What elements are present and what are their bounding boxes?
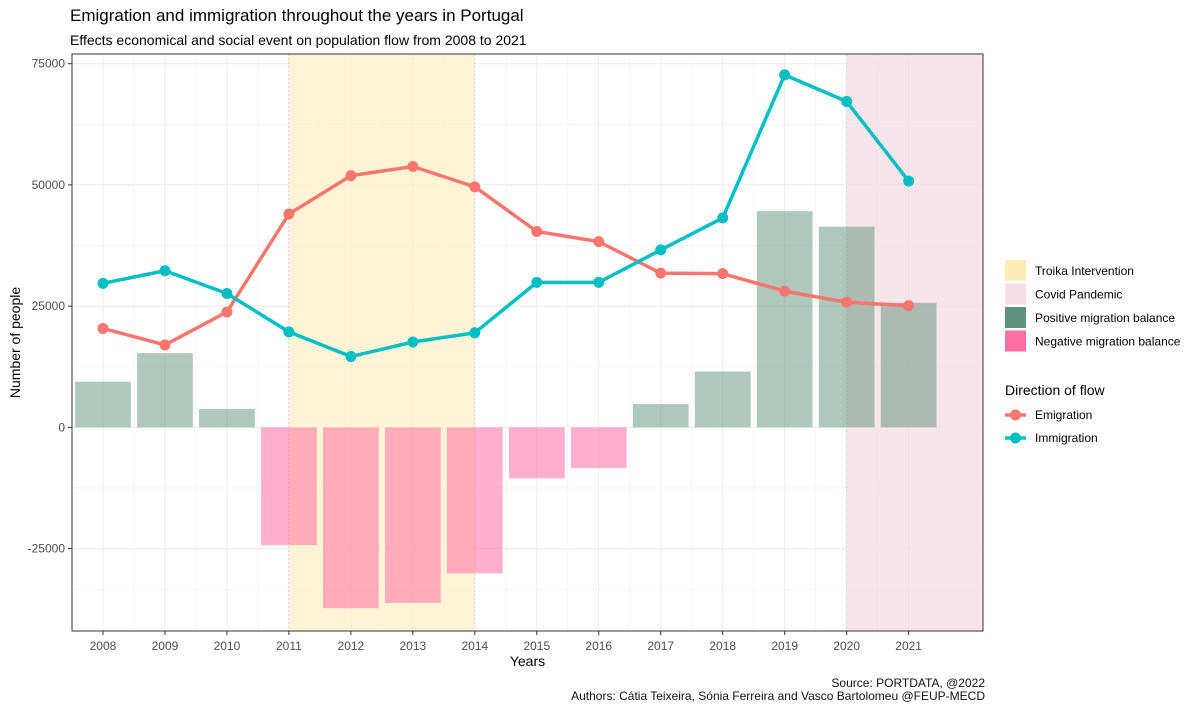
point-emigration <box>593 236 605 248</box>
point-immigration <box>655 244 667 256</box>
point-emigration <box>655 267 667 279</box>
bar-positive-balance <box>756 211 813 428</box>
point-emigration <box>779 285 791 297</box>
x-axis-title: Years <box>510 653 545 669</box>
bar-positive-balance <box>694 371 751 428</box>
y-tick-label: 75000 <box>32 57 66 71</box>
point-immigration <box>717 212 729 224</box>
point-immigration <box>407 336 419 348</box>
bar-positive-balance <box>199 408 255 428</box>
legend-title: Direction of flow <box>1005 382 1105 398</box>
x-tick-label: 2009 <box>152 639 179 653</box>
legend-key-fill <box>1005 330 1026 352</box>
x-tick-label: 2014 <box>461 639 488 653</box>
y-tick-label: 50000 <box>32 178 66 192</box>
legend-label: Covid Pandemic <box>1035 288 1122 302</box>
point-immigration <box>531 276 543 288</box>
x-tick-label: 2012 <box>338 639 365 653</box>
point-emigration <box>531 225 543 237</box>
legend-label: Emigration <box>1035 408 1092 422</box>
y-tick-label: 25000 <box>32 299 66 313</box>
bar-negative-balance <box>446 427 503 574</box>
point-immigration <box>779 69 791 81</box>
point-emigration <box>221 306 233 318</box>
x-tick-label: 2021 <box>895 639 922 653</box>
bar-negative-balance <box>508 427 565 479</box>
bar-negative-balance <box>322 427 379 609</box>
panel-border <box>71 53 984 632</box>
bar-positive-balance <box>137 353 193 428</box>
x-tick-label: 2008 <box>90 639 117 653</box>
legend-label: Negative migration balance <box>1035 335 1181 349</box>
line-emigration <box>101 164 911 347</box>
bar-positive-balance <box>880 302 937 428</box>
y-tick-label: -25000 <box>28 542 66 556</box>
x-tick-label: 2016 <box>585 639 612 653</box>
x-tick-label: 2015 <box>523 639 550 653</box>
bar-positive-balance <box>75 381 131 428</box>
point-immigration <box>159 265 171 277</box>
legend-key-fill <box>1005 307 1026 328</box>
chart-title: Emigration and immigration throughout th… <box>70 6 524 25</box>
point-immigration <box>97 277 109 289</box>
bar-positive-balance <box>632 404 689 428</box>
bar-positive-balance <box>818 226 875 428</box>
x-tick-label: 2020 <box>833 639 860 653</box>
point-immigration <box>903 175 915 187</box>
point-emigration <box>903 300 915 312</box>
point-emigration <box>159 339 171 351</box>
legend-key-point <box>1010 409 1021 421</box>
bar-negative-balance <box>570 427 627 469</box>
point-immigration <box>841 96 853 108</box>
point-emigration <box>717 268 729 280</box>
x-tick-label: 2017 <box>647 639 674 653</box>
line-immigration <box>101 73 911 359</box>
bar-negative-balance <box>261 427 317 546</box>
bar-negative-balance <box>384 427 441 603</box>
x-tick-label: 2018 <box>709 639 736 653</box>
point-emigration <box>345 170 357 182</box>
point-emigration <box>283 208 295 220</box>
chart-subtitle: Effects economical and social event on p… <box>70 32 527 48</box>
x-tick-label: 2019 <box>771 639 798 653</box>
legend-label: Immigration <box>1035 431 1098 445</box>
legend-key-point <box>1010 432 1021 444</box>
legend-key-fill <box>1005 283 1026 305</box>
point-immigration <box>221 288 233 300</box>
legend-key-fill <box>1005 260 1026 281</box>
point-immigration <box>593 276 605 288</box>
point-immigration <box>283 326 295 338</box>
point-emigration <box>469 181 481 193</box>
point-emigration <box>97 322 109 334</box>
legend-label: Troika Intervention <box>1035 264 1134 278</box>
point-emigration <box>841 296 853 308</box>
x-tick-label: 2013 <box>399 639 426 653</box>
point-emigration <box>407 160 419 172</box>
caption-authors: Authors: Cátia Teixeira, Sónia Ferreira … <box>571 689 985 703</box>
x-tick-label: 2011 <box>276 639 302 653</box>
legend-label: Positive migration balance <box>1035 311 1175 325</box>
caption-source: Source: PORTDATA, @2022 <box>831 676 985 690</box>
x-tick-label: 2010 <box>214 639 241 653</box>
point-immigration <box>469 327 481 339</box>
point-immigration <box>345 351 357 363</box>
y-tick-label: 0 <box>58 420 65 434</box>
y-axis-title: Number of people <box>7 287 23 399</box>
